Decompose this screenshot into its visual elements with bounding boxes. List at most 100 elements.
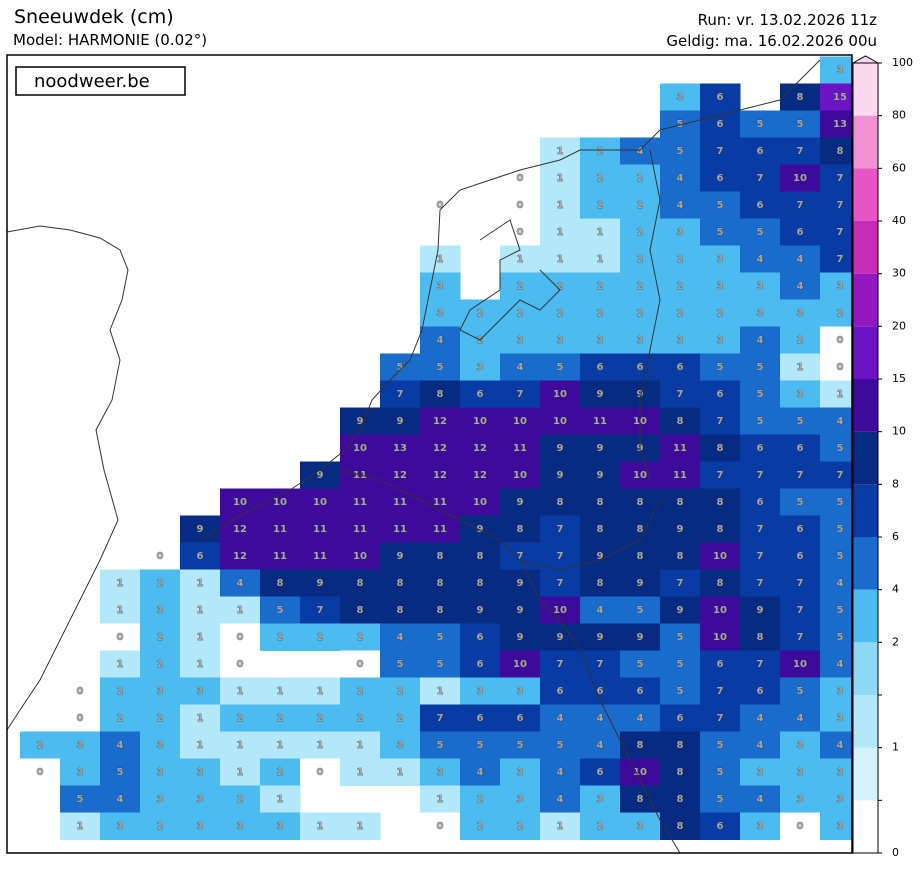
snow-value: 12 (393, 470, 407, 481)
snow-value: 2 (557, 308, 564, 319)
colorbar-label: 15 (892, 372, 906, 385)
snow-value: 1 (117, 578, 124, 589)
snow-value: 2 (597, 821, 604, 832)
snow-value: 3 (157, 605, 164, 616)
snow-value: 4 (837, 578, 844, 589)
snow-cell (700, 83, 741, 111)
snow-value: 7 (717, 686, 724, 697)
map-frame (6, 54, 853, 854)
snow-cell (60, 758, 101, 786)
snow-value: 4 (117, 794, 124, 805)
snow-cell (340, 488, 381, 516)
snow-value: 3 (437, 767, 444, 778)
snow-cell (260, 596, 301, 624)
snow-cell (140, 677, 181, 705)
snow-value: 3 (197, 794, 204, 805)
snow-cell (300, 488, 341, 516)
snow-value: 6 (717, 119, 724, 130)
snow-value: 11 (673, 470, 687, 481)
snow-value: 5 (557, 740, 564, 751)
snow-value: 11 (353, 524, 367, 535)
snow-cell (500, 515, 541, 543)
snow-cell (820, 704, 852, 732)
colorbar-segment (853, 431, 878, 485)
snow-cell (780, 407, 821, 435)
snow-value: 8 (677, 794, 684, 805)
snow-value: 6 (797, 443, 804, 454)
snow-cell (820, 812, 852, 840)
snow-cell (140, 785, 181, 813)
snow-cell (780, 677, 821, 705)
snow-value: 2 (117, 686, 124, 697)
snow-cell (340, 650, 381, 678)
snow-cell (780, 488, 821, 516)
snow-cell (620, 812, 661, 840)
snow-cell (180, 731, 221, 759)
snow-cell (140, 758, 181, 786)
snow-value: 3 (597, 794, 604, 805)
snow-value: 8 (717, 524, 724, 535)
snow-value: 2 (597, 308, 604, 319)
snow-value: 6 (597, 767, 604, 778)
colorbar-label: 0 (892, 846, 899, 859)
snow-value: 9 (317, 470, 324, 481)
snow-cell (660, 272, 701, 300)
snow-value: 10 (713, 605, 727, 616)
snow-value: 1 (197, 713, 204, 724)
snow-value: 8 (397, 605, 404, 616)
snow-cell (420, 380, 461, 408)
snow-cell (540, 758, 581, 786)
snow-cell (220, 569, 261, 597)
snow-cell (300, 515, 341, 543)
snow-cell (380, 488, 421, 516)
snow-value: 8 (677, 497, 684, 508)
snow-value: 9 (557, 632, 564, 643)
snow-cell (700, 434, 741, 462)
snow-cell (580, 191, 621, 219)
snow-value: 9 (637, 389, 644, 400)
snow-cell (460, 569, 501, 597)
snow-cell (660, 407, 701, 435)
snow-cell (500, 704, 541, 732)
snow-value: 2 (397, 713, 404, 724)
snow-value: 7 (397, 389, 404, 400)
snow-cell (780, 596, 821, 624)
snow-cell (340, 515, 381, 543)
snow-cell (660, 164, 701, 192)
snow-value: 12 (433, 443, 447, 454)
snow-value: 3 (277, 821, 284, 832)
snow-cell (380, 461, 421, 489)
snow-cell (700, 164, 741, 192)
snow-cell (420, 731, 461, 759)
snow-value: 2 (597, 281, 604, 292)
snow-value: 10 (713, 551, 727, 562)
snow-cell (180, 812, 221, 840)
snow-value: 10 (793, 173, 807, 184)
snow-value: 4 (757, 335, 764, 346)
snow-cell (820, 164, 852, 192)
snow-value: 1 (197, 659, 204, 670)
snow-cell (740, 785, 781, 813)
snow-value: 5 (717, 794, 724, 805)
snow-cell (780, 785, 821, 813)
snow-cell (460, 704, 501, 732)
snow-cell (460, 785, 501, 813)
snow-value: 8 (597, 497, 604, 508)
snow-cell (420, 650, 461, 678)
colorbar-label: 4 (892, 583, 899, 596)
snow-value: 11 (313, 524, 327, 535)
snow-value: 4 (797, 713, 804, 724)
colorbar-arrow (852, 55, 879, 64)
snow-cell (820, 299, 852, 327)
snow-cell (380, 704, 421, 732)
snow-value: 5 (797, 416, 804, 427)
snow-cell (780, 326, 821, 354)
snow-cell (220, 758, 261, 786)
snow-cell (380, 353, 421, 381)
snow-cell (820, 245, 852, 273)
snow-cell (820, 758, 852, 786)
snow-cell (540, 731, 581, 759)
snow-value: 10 (473, 416, 487, 427)
snow-cell (740, 623, 781, 651)
snow-cell (620, 704, 661, 732)
